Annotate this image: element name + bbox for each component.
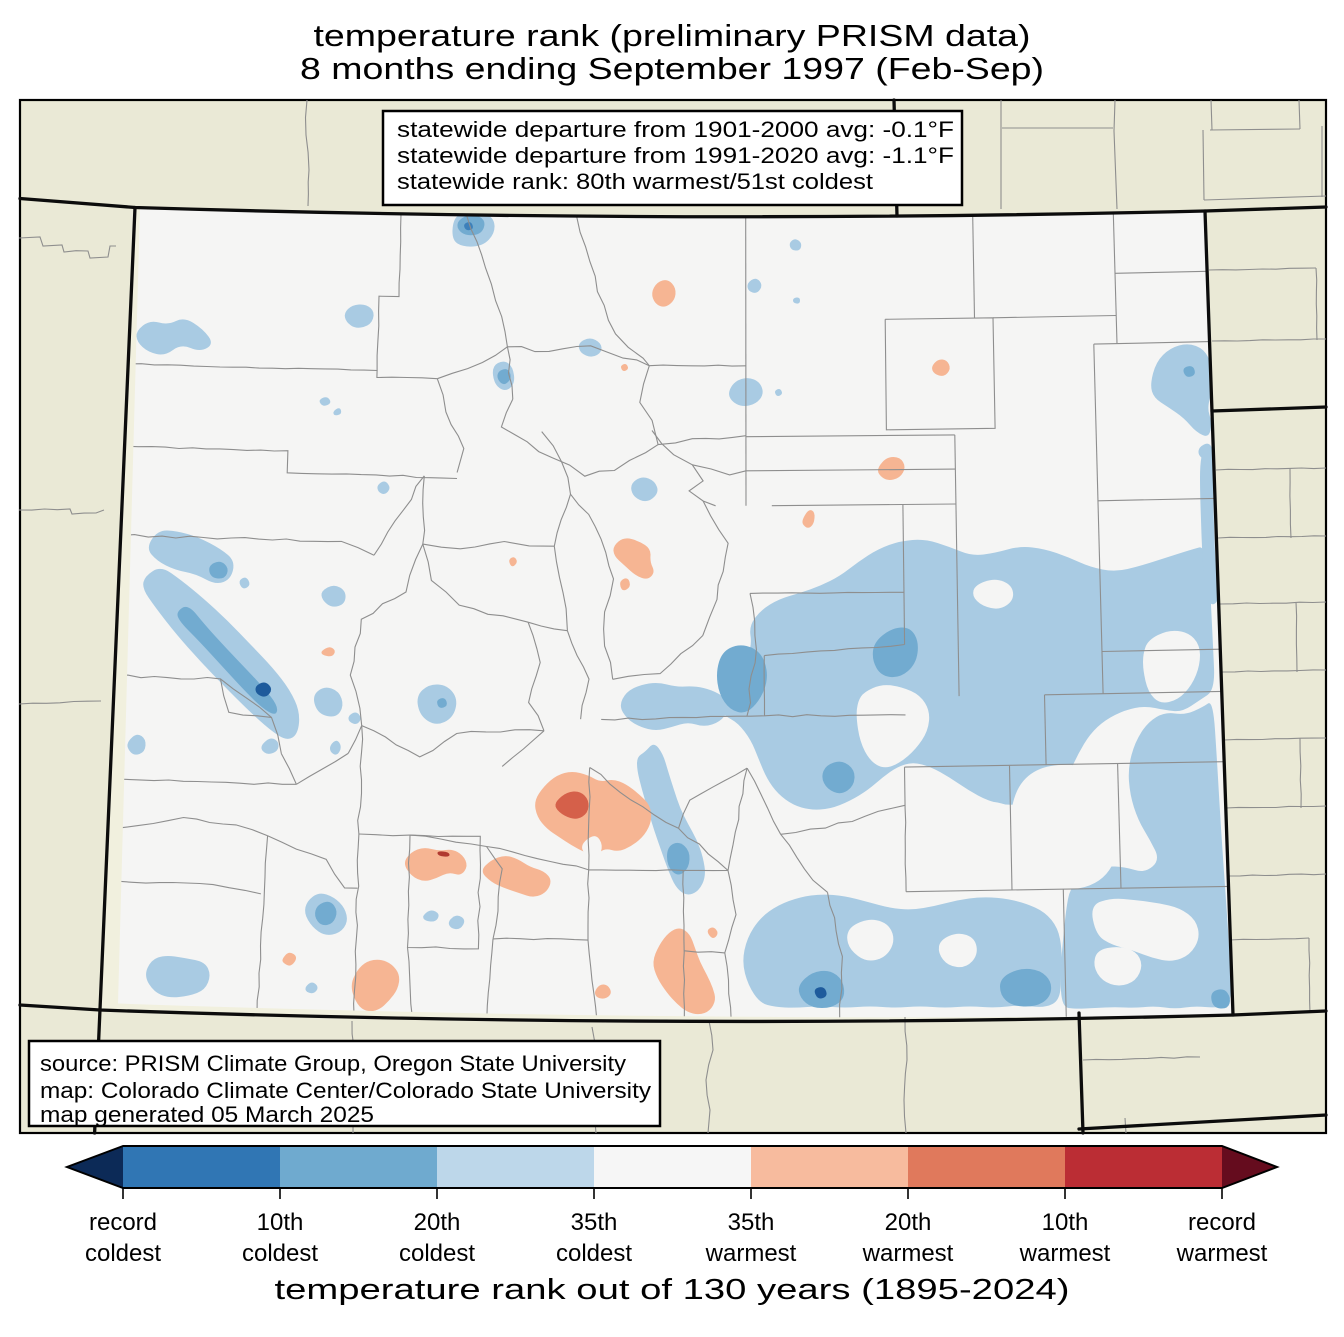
- svg-text:warmest: warmest: [1176, 1240, 1268, 1267]
- svg-text:record: record: [1188, 1209, 1256, 1236]
- svg-text:temperature rank (preliminary: temperature rank (preliminary PRISM data…: [314, 18, 1031, 53]
- svg-text:35th: 35th: [571, 1209, 618, 1236]
- svg-text:warmest: warmest: [705, 1240, 797, 1267]
- svg-text:map: Colorado Climate Center/C: map: Colorado Climate Center/Colorado St…: [40, 1078, 651, 1103]
- svg-text:source: PRISM Climate Group, O: source: PRISM Climate Group, Oregon Stat…: [40, 1051, 626, 1076]
- svg-text:statewide departure from 1991-: statewide departure from 1991-2020 avg: …: [397, 143, 954, 168]
- svg-text:statewide departure from 1901-: statewide departure from 1901-2000 avg: …: [397, 117, 954, 142]
- svg-text:record: record: [89, 1209, 157, 1236]
- svg-text:coldest: coldest: [556, 1240, 632, 1267]
- svg-text:warmest: warmest: [1019, 1240, 1111, 1267]
- svg-text:coldest: coldest: [85, 1240, 161, 1267]
- svg-text:statewide rank: 80th warmest/5: statewide rank: 80th warmest/51st coldes…: [397, 169, 873, 194]
- svg-text:temperature rank out of 130 ye: temperature rank out of 130 years (1895-…: [275, 1274, 1070, 1306]
- svg-text:map generated 05 March 2025: map generated 05 March 2025: [40, 1102, 374, 1127]
- svg-text:20th: 20th: [414, 1209, 461, 1236]
- svg-text:10th: 10th: [257, 1209, 304, 1236]
- svg-text:35th: 35th: [728, 1209, 775, 1236]
- svg-text:warmest: warmest: [862, 1240, 954, 1267]
- svg-text:10th: 10th: [1042, 1209, 1089, 1236]
- svg-text:8 months ending September 1997: 8 months ending September 1997 (Feb-Sep): [300, 51, 1044, 86]
- svg-text:coldest: coldest: [399, 1240, 475, 1267]
- svg-text:coldest: coldest: [242, 1240, 318, 1267]
- svg-text:20th: 20th: [885, 1209, 932, 1236]
